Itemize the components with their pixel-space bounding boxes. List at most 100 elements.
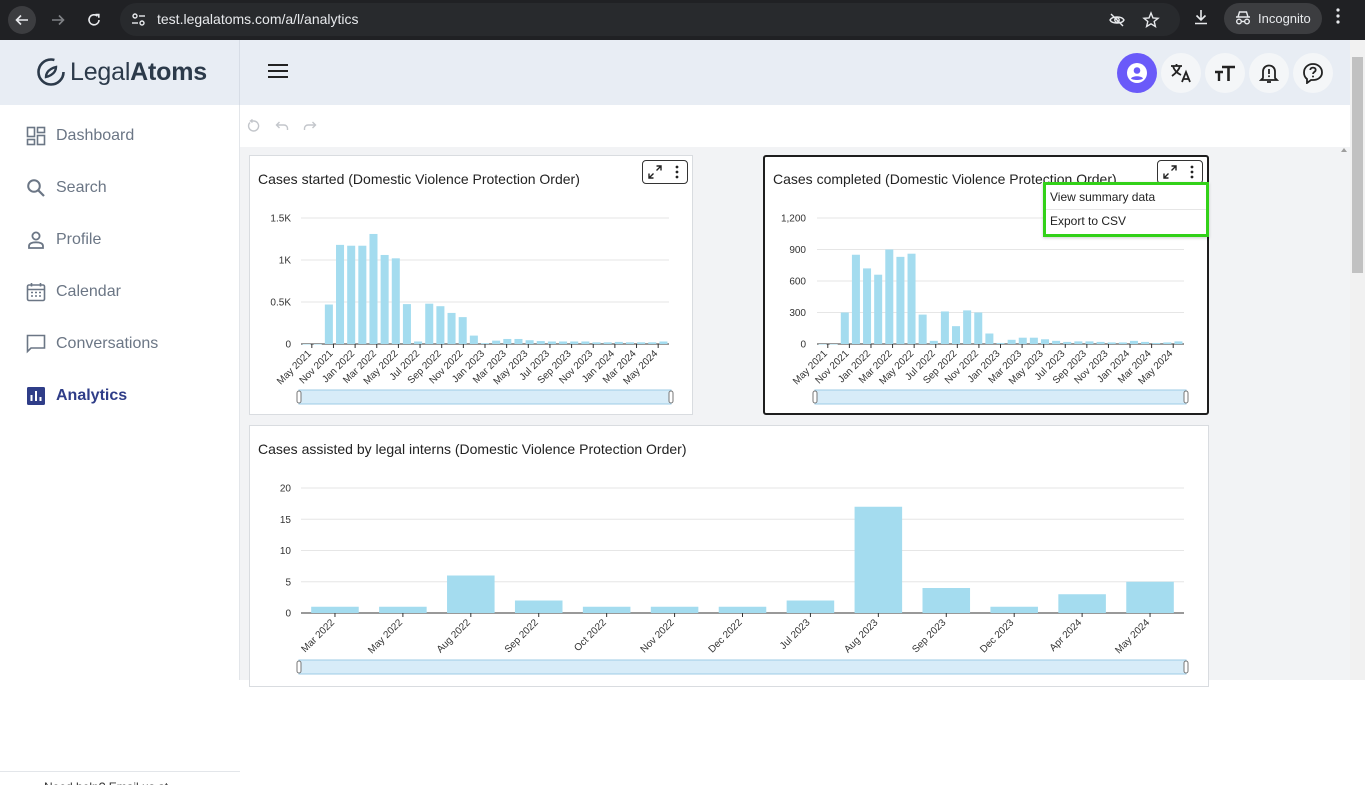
reset-icon[interactable] bbox=[247, 119, 261, 133]
bar bbox=[1141, 341, 1150, 344]
undo-icon[interactable] bbox=[275, 119, 289, 133]
bar bbox=[990, 606, 1038, 613]
expand-button[interactable] bbox=[1158, 161, 1182, 183]
notifications-button[interactable] bbox=[1249, 53, 1289, 93]
redo-icon[interactable] bbox=[303, 119, 317, 133]
bar bbox=[547, 341, 556, 344]
kebab-icon bbox=[675, 165, 679, 179]
sidebar-item-conversations[interactable]: Conversations bbox=[26, 331, 158, 357]
bar bbox=[1118, 342, 1127, 344]
x-tick-label: Jul 2023 bbox=[778, 617, 813, 652]
sidebar-item-profile[interactable]: Profile bbox=[26, 227, 101, 253]
bar bbox=[324, 304, 333, 344]
scrollbar-thumb[interactable] bbox=[1352, 57, 1363, 273]
bar bbox=[996, 342, 1005, 344]
sidebar-item-label: Profile bbox=[56, 231, 102, 248]
bar bbox=[536, 341, 545, 344]
history-toolbar bbox=[240, 105, 1350, 147]
back-button[interactable] bbox=[8, 6, 36, 34]
sidebar-item-calendar[interactable]: Calendar bbox=[26, 279, 121, 305]
y-tick-label: 1.5K bbox=[270, 214, 291, 225]
y-tick-label: 0 bbox=[285, 609, 291, 620]
account-circle-icon bbox=[1127, 63, 1147, 83]
site-info-icon[interactable] bbox=[130, 11, 147, 28]
chart-title: Cases assisted by legal interns (Domesti… bbox=[258, 441, 687, 457]
browser-toolbar: test.legalatoms.com/a/l/analytics Incogn… bbox=[0, 0, 1365, 40]
sidebar-item-analytics[interactable]: Analytics bbox=[26, 383, 127, 409]
y-tick-label: 0.5K bbox=[270, 298, 291, 309]
bar bbox=[469, 335, 478, 344]
bar bbox=[659, 341, 668, 344]
bar bbox=[436, 306, 445, 344]
sidebar-item-search[interactable]: Search bbox=[26, 175, 107, 201]
x-tick-label: Nov 2022 bbox=[639, 617, 677, 655]
scroll-up-arrow[interactable] bbox=[1341, 148, 1347, 152]
bar bbox=[963, 310, 972, 344]
expand-button[interactable] bbox=[643, 161, 667, 183]
help-button[interactable] bbox=[1293, 53, 1333, 93]
sidebar-item-dashboard[interactable]: Dashboard bbox=[26, 123, 134, 149]
bar bbox=[592, 342, 601, 344]
bar bbox=[863, 268, 872, 344]
account-button[interactable] bbox=[1117, 53, 1157, 93]
menu-item-view-summary-data[interactable]: View summary data bbox=[1050, 190, 1156, 204]
bar bbox=[929, 340, 938, 344]
chart-cases-assisted[interactable]: 0 5 10 15 20 Mar 2022 May 2022 Aug 2022 Sep 2022… bbox=[249, 470, 1209, 680]
bar bbox=[391, 258, 400, 344]
x-tick-label: Apr 2024 bbox=[1048, 617, 1085, 654]
bar bbox=[480, 343, 490, 344]
analytics-icon bbox=[26, 386, 46, 406]
y-tick-label: 15 bbox=[280, 515, 292, 526]
sidebar-item-label: Conversations bbox=[56, 335, 159, 352]
bar bbox=[829, 344, 838, 345]
card-menu-button[interactable] bbox=[667, 161, 687, 183]
download-icon[interactable] bbox=[1192, 8, 1210, 26]
chart-card-cases-assisted[interactable] bbox=[249, 425, 1209, 687]
chart-title: Cases completed (Domestic Violence Prote… bbox=[773, 171, 1117, 187]
y-tick-label: 900 bbox=[789, 245, 806, 256]
chat-icon bbox=[26, 334, 46, 354]
sidebar-item-label: Calendar bbox=[56, 283, 121, 300]
zoom-slider-handle-left bbox=[812, 390, 818, 404]
bar bbox=[514, 600, 563, 613]
bar bbox=[369, 233, 378, 344]
sidebar-item-label: Search bbox=[56, 179, 107, 196]
incognito-badge[interactable]: Incognito bbox=[1224, 3, 1322, 34]
menu-item-export-csv[interactable]: Export to CSV bbox=[1050, 214, 1127, 228]
y-tick-label: 300 bbox=[789, 308, 806, 319]
chart-card-cases-started[interactable] bbox=[249, 155, 693, 415]
y-tick-label: 1,200 bbox=[781, 214, 806, 225]
text-size-button[interactable] bbox=[1205, 53, 1245, 93]
x-tick-label: Sep 2022 bbox=[503, 617, 541, 655]
zoom-slider-track bbox=[814, 389, 1187, 405]
app-logo[interactable]: LegalAtoms bbox=[36, 57, 207, 87]
menu-toggle-button[interactable] bbox=[268, 64, 288, 80]
zoom-slider-handle-right bbox=[668, 390, 674, 404]
x-tick-label: Dec 2022 bbox=[707, 617, 745, 655]
reload-button[interactable] bbox=[80, 6, 108, 34]
card-menu-button[interactable] bbox=[1182, 161, 1202, 183]
bar bbox=[851, 254, 860, 344]
arrow-left-icon bbox=[15, 14, 28, 26]
bar bbox=[1152, 342, 1161, 344]
legalatoms-logo-icon bbox=[37, 58, 65, 86]
x-tick-label: May 2022 bbox=[366, 617, 405, 656]
bar bbox=[885, 249, 894, 344]
text-size-icon bbox=[1215, 65, 1235, 81]
translate-button[interactable] bbox=[1161, 53, 1201, 93]
url-text[interactable]: test.legalatoms.com/a/l/analytics bbox=[157, 11, 359, 27]
bar bbox=[603, 342, 612, 344]
eye-off-icon[interactable] bbox=[1108, 11, 1126, 29]
bar bbox=[1107, 342, 1116, 344]
bar bbox=[570, 341, 579, 344]
address-bar[interactable]: test.legalatoms.com/a/l/analytics bbox=[120, 3, 1180, 36]
reload-icon bbox=[88, 13, 100, 26]
star-icon[interactable] bbox=[1142, 11, 1160, 29]
browser-menu-button[interactable] bbox=[1336, 8, 1340, 29]
bar bbox=[922, 588, 971, 613]
card-toolbar bbox=[642, 160, 688, 184]
forward-button[interactable] bbox=[44, 6, 72, 34]
page-scrollbar[interactable] bbox=[1350, 40, 1365, 680]
